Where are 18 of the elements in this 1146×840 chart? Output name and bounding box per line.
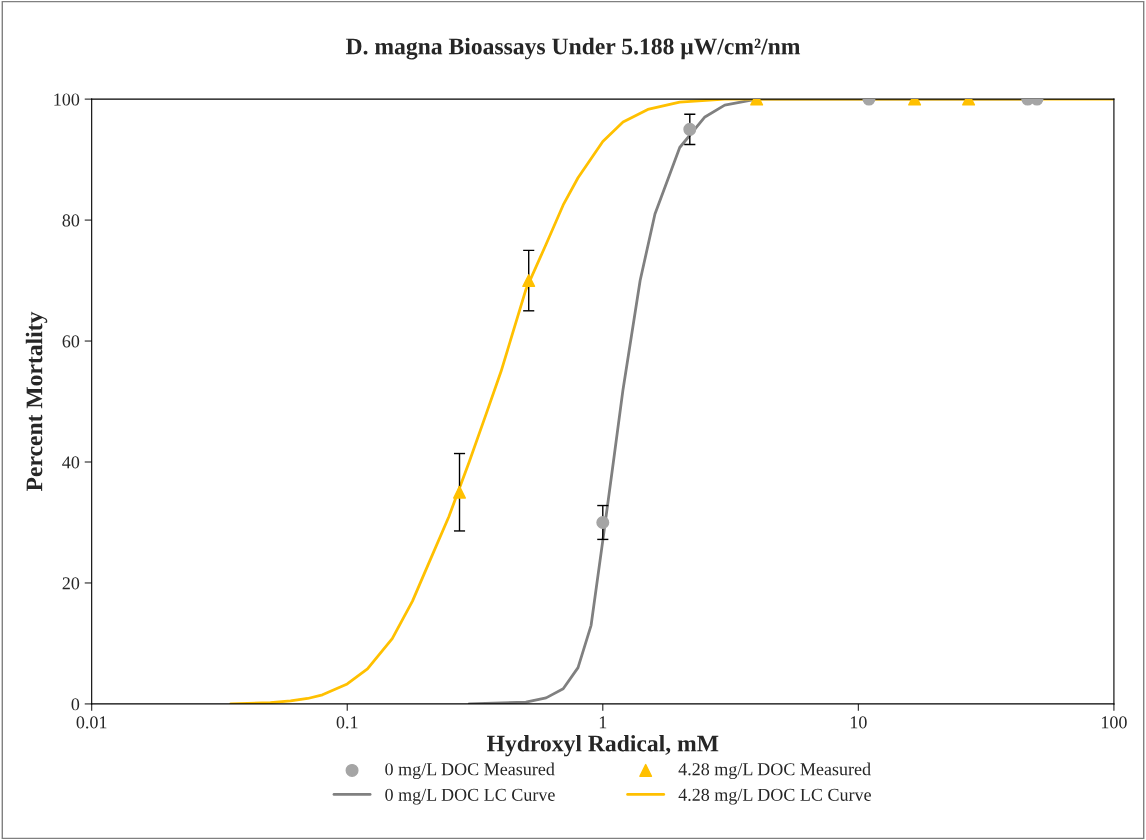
x-tick-label: 10	[850, 716, 867, 729]
y-tick-label: 80	[62, 214, 80, 227]
x-tick-label: 100	[1101, 716, 1127, 729]
legend-label: 4.28 mg/L DOC Measured	[678, 762, 871, 780]
x-axis-title: Hydroxyl Radical, mM	[487, 734, 719, 757]
x-tick-label: 0.1	[336, 716, 358, 729]
legend-label: 4.28 mg/L DOC LC Curve	[678, 788, 871, 805]
y-axis-title: Percent Mortality	[25, 311, 48, 492]
y-tick-label: 40	[62, 456, 80, 469]
x-tick-label: 0.01	[76, 716, 107, 729]
y-tick-label: 100	[54, 93, 80, 106]
y-tick-label: 20	[62, 577, 80, 590]
legend-label: 0 mg/L DOC Measured	[385, 762, 555, 780]
x-tick-label: 1	[599, 716, 607, 729]
y-tick-label: 60	[62, 335, 80, 348]
chart-title: D. magna Bioassays Under 5.188 μW/cm²/nm	[345, 37, 801, 60]
legend-label: 0 mg/L DOC LC Curve	[385, 788, 555, 805]
y-tick-label: 0	[71, 698, 80, 711]
